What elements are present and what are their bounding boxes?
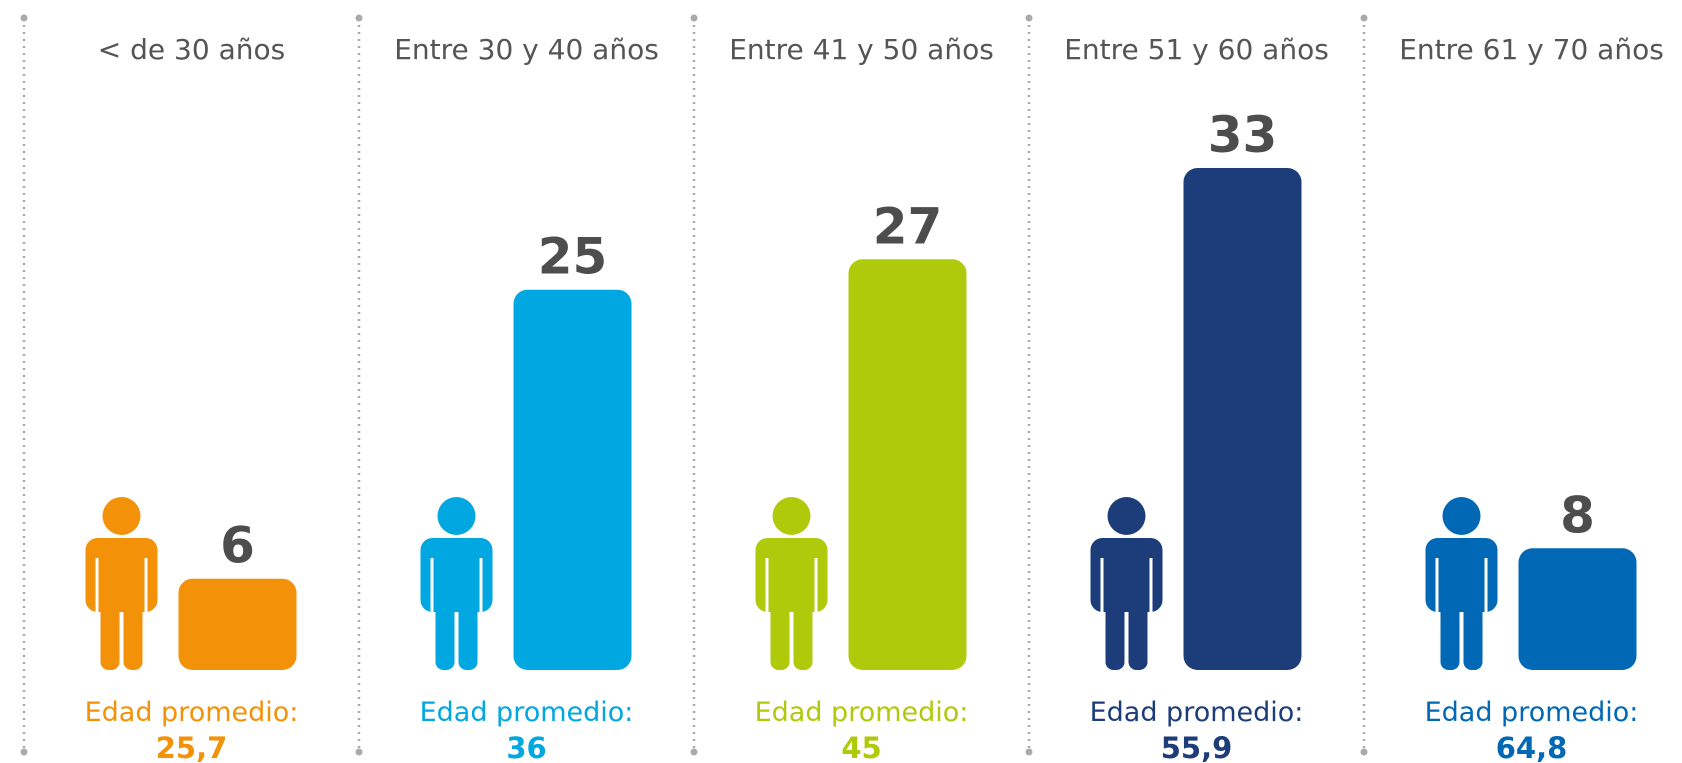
category-label: Entre 41 y 50 años [729,33,994,66]
value-label: 6 [220,517,255,575]
person-body [1090,538,1163,612]
person-leg [1105,600,1125,670]
person-body [420,538,493,612]
bar [513,289,632,670]
person-head [437,497,476,535]
person-leg [435,600,455,670]
average-value: 36 [506,731,546,763]
person-gap [1484,558,1488,614]
person-leg [1440,600,1460,670]
value-label: 25 [538,228,608,286]
person-gap [430,558,434,614]
divider-dot [1025,748,1033,756]
divider-dot [355,748,363,756]
average-title: Edad promedio: [1425,697,1639,728]
person-gap [1435,558,1439,614]
person-gap [144,558,148,614]
divider-dot [20,14,28,22]
person-body [85,538,158,612]
person-gap [814,558,818,614]
average-value: 55,9 [1161,731,1233,763]
category-label: Entre 30 y 40 años [394,33,659,66]
person-body [1425,538,1498,612]
category-label: < de 30 años [98,33,285,66]
divider-dot [1360,748,1368,756]
person-leg [770,600,790,670]
average-value: 25,7 [156,731,228,763]
average-title: Edad promedio: [1090,697,1304,728]
divider-dot [690,748,698,756]
person-leg [793,600,813,670]
value-label: 8 [1560,486,1595,544]
person-gap [1100,558,1104,614]
divider-dot [20,748,28,756]
average-value: 64,8 [1496,731,1568,763]
bar [848,259,967,670]
person-leg [458,600,478,670]
average-value: 45 [841,731,881,763]
divider-dot [690,14,698,22]
person-leg [1128,600,1148,670]
bar [1183,168,1302,670]
person-head [1107,497,1146,535]
value-label: 27 [873,197,943,255]
value-label: 33 [1208,106,1278,164]
person-gap [95,558,99,614]
average-title: Edad promedio: [755,697,969,728]
person-head [1442,497,1481,535]
person-leg [1463,600,1483,670]
bar [178,578,297,670]
divider-dot [355,14,363,22]
person-head [102,497,141,535]
person-gap [479,558,483,614]
person-leg [123,600,143,670]
person-head [772,497,811,535]
category-label: Entre 61 y 70 años [1399,33,1664,66]
person-body [755,538,828,612]
category-label: Entre 51 y 60 años [1064,33,1329,66]
person-gap [765,558,769,614]
bar [1518,548,1637,670]
average-title: Edad promedio: [420,697,634,728]
average-title: Edad promedio: [85,697,299,728]
person-leg [100,600,120,670]
divider-dot [1360,14,1368,22]
person-gap [1149,558,1153,614]
divider-dot [1025,14,1033,22]
